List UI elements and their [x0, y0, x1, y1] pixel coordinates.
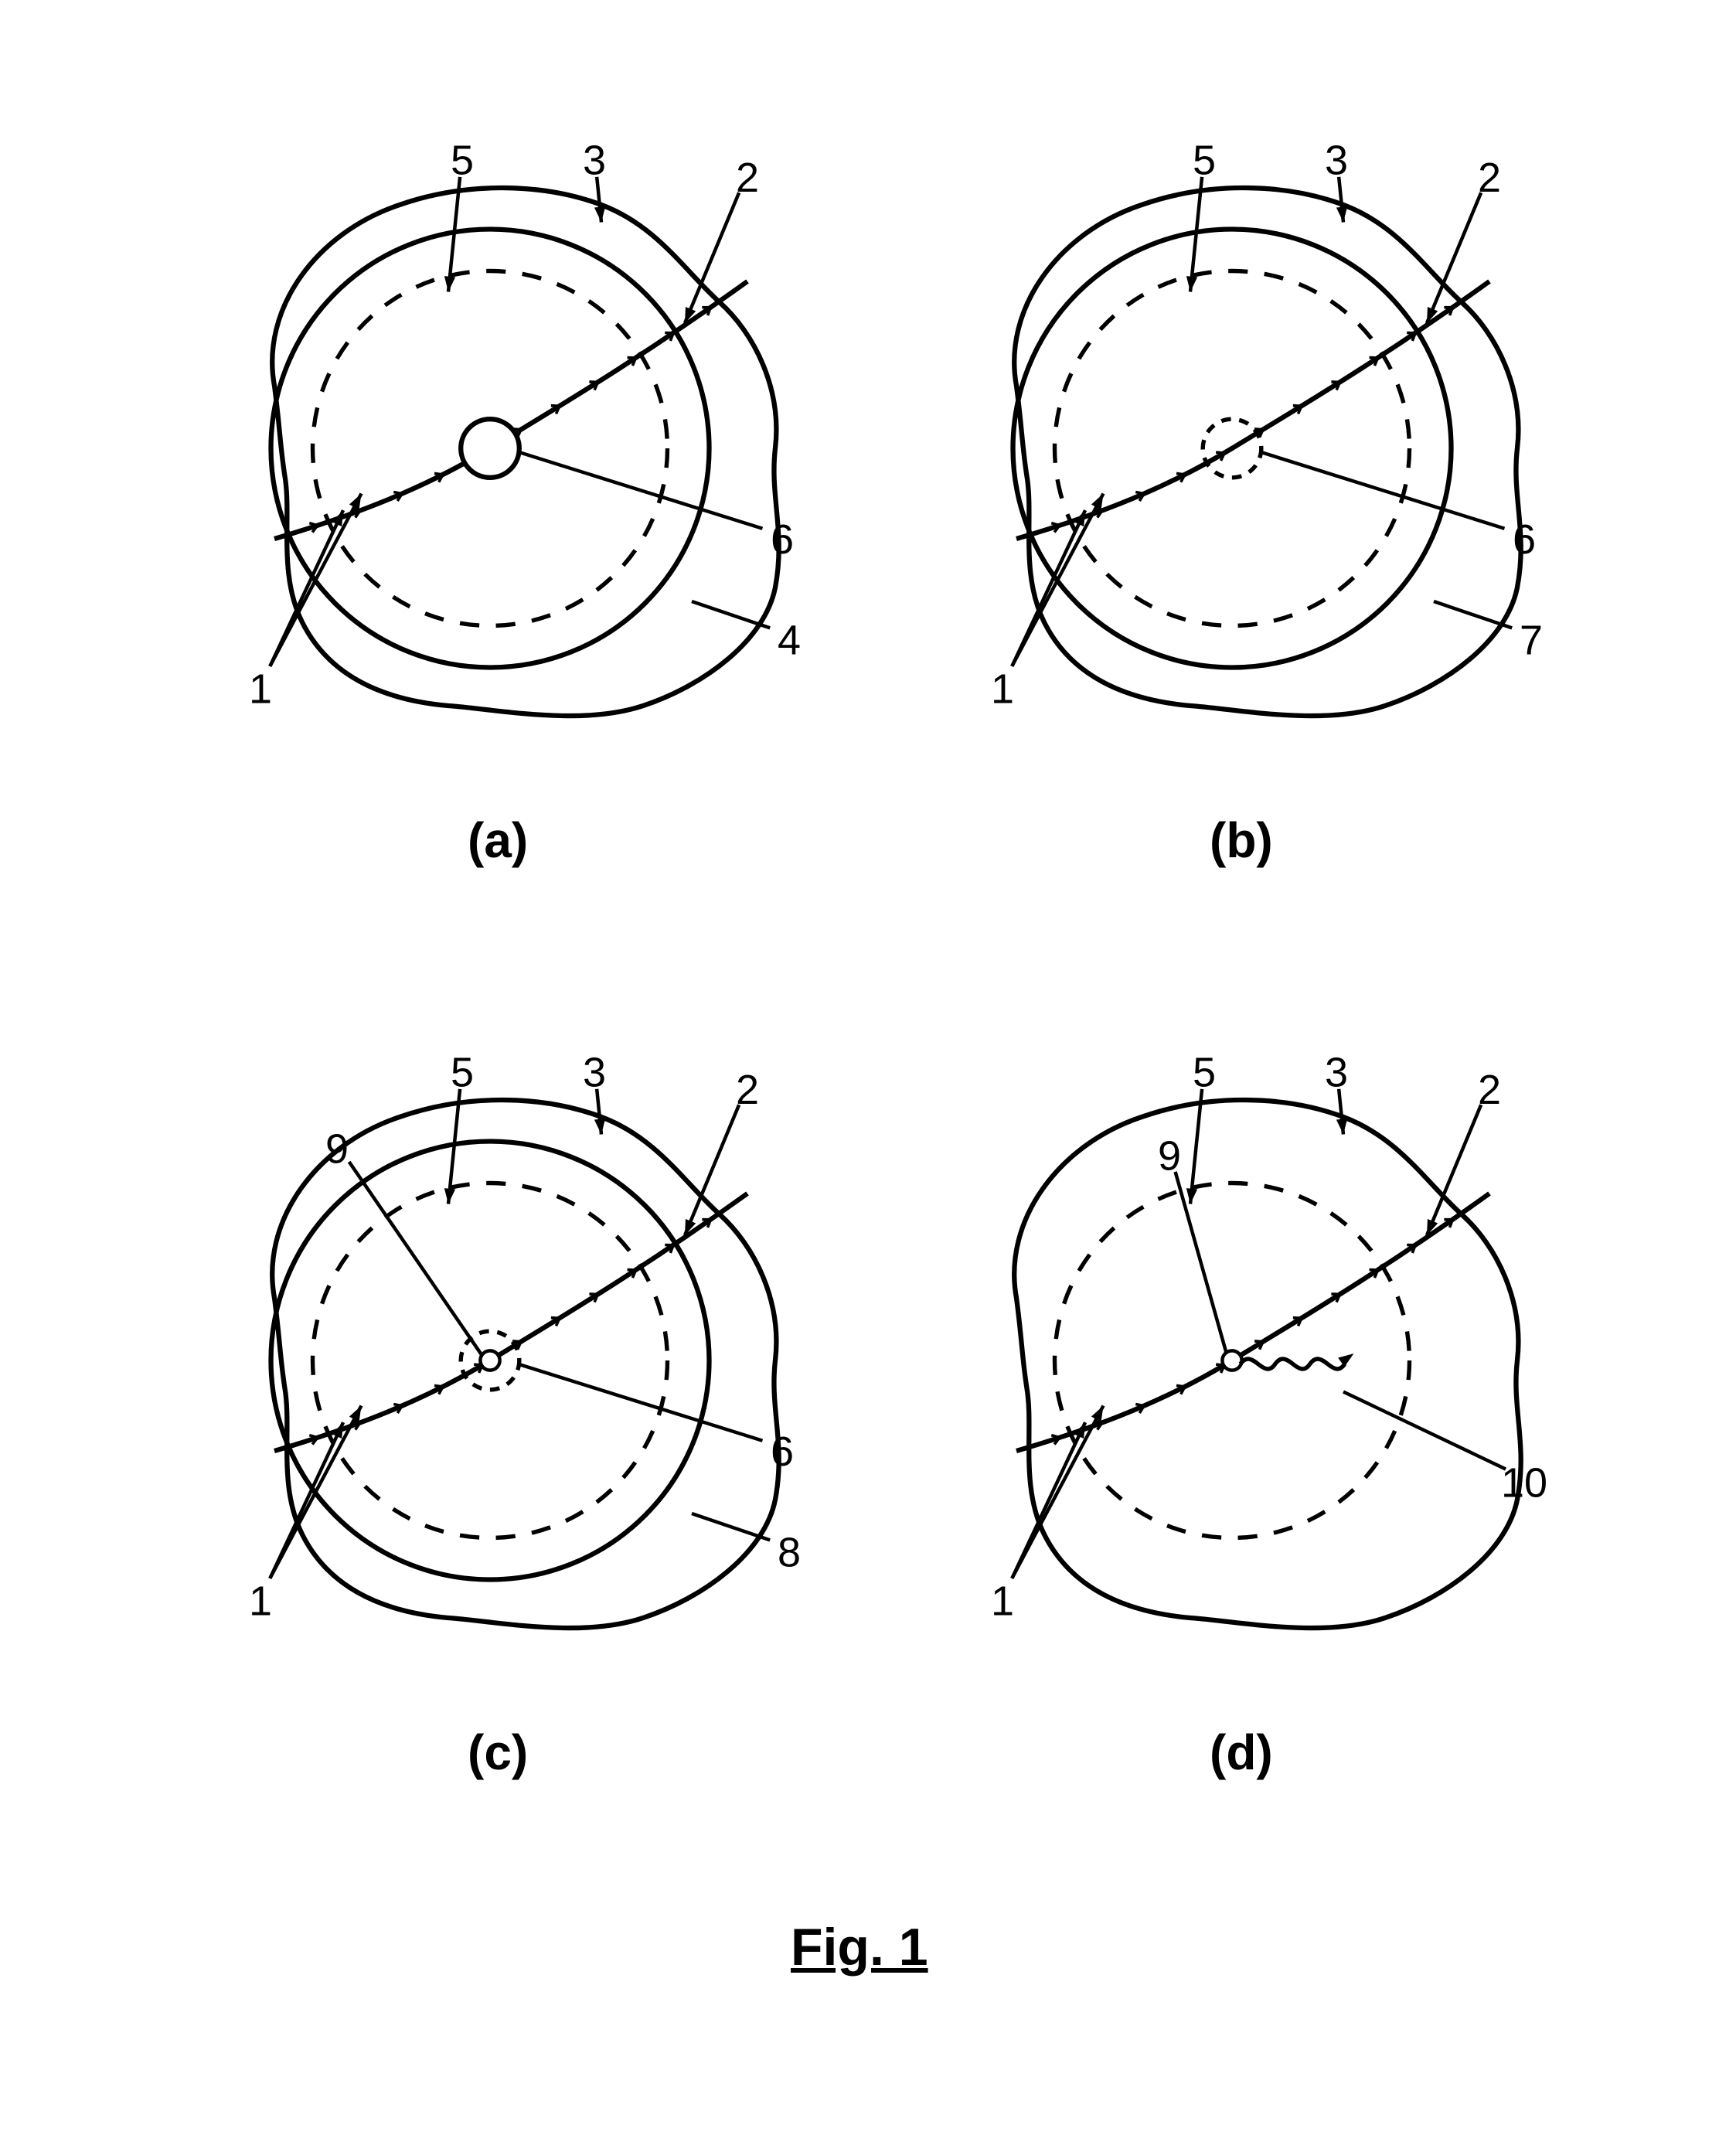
leader-line [692, 601, 770, 628]
ref-number-3: 3 [583, 1049, 606, 1095]
caption-d: (d) [1210, 1724, 1273, 1781]
blob-outline [272, 188, 778, 716]
arrowhead-icon [594, 1119, 607, 1135]
caption-a: (a) [468, 812, 528, 869]
ref-number-6: 6 [771, 1428, 794, 1475]
ref-number-10: 10 [1501, 1459, 1547, 1506]
ref-number-2: 2 [1478, 1067, 1501, 1113]
photon-arrowhead-icon [1338, 1349, 1356, 1367]
arrowhead-icon [1336, 1119, 1349, 1135]
blob-outline [1014, 1100, 1520, 1628]
panel-a: 5 3 2 6 4 1 [170, 100, 866, 796]
caption-b: (b) [1210, 812, 1273, 869]
panel-svg: 5 3 2 6 7 1 [912, 100, 1608, 796]
photon-squiggle [1241, 1359, 1345, 1369]
arrowhead-icon [1336, 206, 1349, 223]
figure-title: Fig. 1 [791, 1917, 928, 1977]
leader-line [1012, 1422, 1085, 1578]
ref-number-2: 2 [736, 155, 759, 201]
ref-number-1: 1 [991, 666, 1014, 712]
ref-number-8: 8 [778, 1529, 801, 1575]
ref-number-3: 3 [1325, 1049, 1348, 1095]
panel-c: 5 3 2 9 6 8 1 [170, 1013, 866, 1708]
ref-number-2: 2 [736, 1067, 759, 1113]
ref-number-2: 2 [1478, 155, 1501, 201]
blob-outline [1014, 188, 1520, 716]
ref-number-3: 3 [583, 137, 606, 183]
panel-b: 5 3 2 6 7 1 [912, 100, 1608, 796]
leader-line [518, 452, 762, 529]
ref-number-6: 6 [1513, 516, 1536, 563]
ref-number-5: 5 [451, 1049, 474, 1095]
center-tiny-circle [480, 1350, 499, 1370]
leader-line [1176, 1172, 1227, 1354]
leader-line [518, 1364, 762, 1441]
leader-line [692, 1514, 770, 1540]
ref-number-5: 5 [1193, 137, 1216, 183]
ref-number-4: 4 [778, 617, 801, 663]
panel-svg: 5 3 2 6 4 1 [170, 100, 866, 796]
caption-c: (c) [468, 1724, 528, 1781]
leader-line [1260, 452, 1504, 529]
ref-number-3: 3 [1325, 137, 1348, 183]
panel-svg: 5 3 2 9 10 1 [912, 1013, 1608, 1708]
blob-outline [272, 1100, 778, 1628]
arrowhead-icon [1185, 1188, 1197, 1204]
leader-line [1343, 1392, 1506, 1469]
leader-line [1012, 510, 1085, 666]
center-circle [461, 419, 519, 478]
ref-number-9: 9 [1158, 1132, 1181, 1179]
ref-number-1: 1 [249, 666, 272, 712]
arrowhead-icon [443, 1188, 455, 1204]
arrowhead-icon [1185, 276, 1197, 292]
leader-line [270, 510, 343, 666]
leader-line [349, 1162, 482, 1355]
leader-line [1434, 601, 1512, 628]
ref-number-1: 1 [991, 1578, 1014, 1624]
ref-number-1: 1 [249, 1578, 272, 1624]
ref-number-5: 5 [1193, 1049, 1216, 1095]
arrowhead-icon [443, 276, 455, 292]
panel-d: 5 3 2 9 10 1 [912, 1013, 1608, 1708]
arrowhead-icon [594, 206, 607, 223]
ref-number-7: 7 [1520, 617, 1543, 663]
blade-curve [1016, 1193, 1489, 1451]
ref-number-5: 5 [451, 137, 474, 183]
leader-line [270, 1422, 343, 1578]
ref-number-6: 6 [771, 516, 794, 563]
panel-svg: 5 3 2 9 6 8 1 [170, 1013, 866, 1708]
ref-number-9: 9 [325, 1125, 349, 1172]
